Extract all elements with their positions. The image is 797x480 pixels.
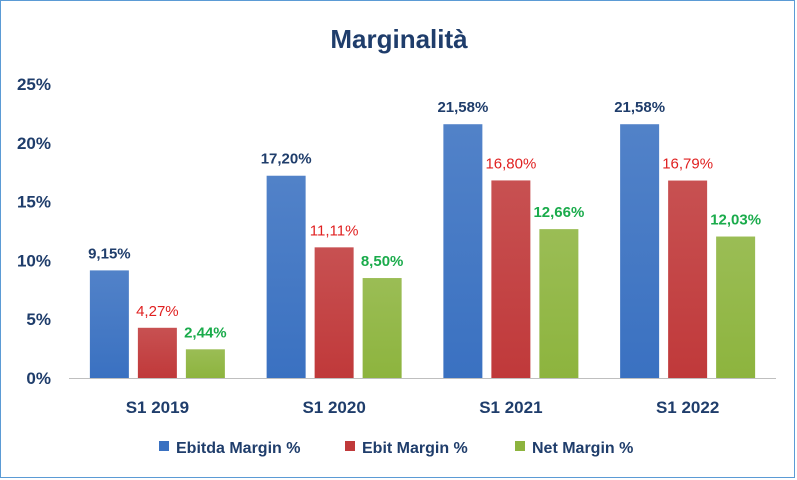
bar bbox=[314, 247, 354, 378]
legend-swatch bbox=[159, 441, 169, 451]
bar bbox=[362, 278, 402, 378]
y-axis: 0% 5% 10% 15% 20% 25% bbox=[17, 75, 51, 388]
legend-label: Ebit Margin % bbox=[362, 440, 468, 457]
chart-title: Marginalità bbox=[330, 24, 468, 54]
y-tick-label: 25% bbox=[17, 75, 51, 94]
bar bbox=[539, 229, 579, 378]
bar bbox=[620, 124, 660, 378]
data-label: 8,50% bbox=[361, 253, 404, 270]
x-tick-label: S1 2020 bbox=[302, 398, 365, 417]
y-tick-label: 20% bbox=[17, 134, 51, 153]
bar bbox=[443, 124, 483, 378]
bar bbox=[89, 270, 129, 378]
legend-swatch bbox=[515, 441, 525, 451]
bar bbox=[266, 175, 306, 378]
x-tick-label: S1 2019 bbox=[126, 398, 189, 417]
bar bbox=[668, 180, 708, 378]
data-label: 17,20% bbox=[261, 151, 312, 168]
legend-label: Ebitda Margin % bbox=[176, 440, 300, 457]
data-label: 9,15% bbox=[88, 245, 131, 262]
legend: Ebitda Margin % Ebit Margin % Net Margin % bbox=[159, 440, 633, 457]
data-label: 12,66% bbox=[533, 204, 584, 221]
y-tick-label: 10% bbox=[17, 251, 51, 270]
data-label: 4,27% bbox=[136, 303, 179, 320]
data-label: 12,03% bbox=[710, 212, 761, 229]
bar bbox=[137, 327, 177, 378]
x-axis: S1 2019 S1 2020 S1 2021 S1 2022 bbox=[69, 378, 776, 417]
data-label: 16,79% bbox=[662, 156, 713, 173]
legend-swatch bbox=[345, 441, 355, 451]
data-label: 11,11% bbox=[310, 222, 359, 239]
x-tick-label: S1 2022 bbox=[656, 398, 719, 417]
bar bbox=[185, 349, 225, 378]
data-label: 16,80% bbox=[485, 155, 536, 172]
y-tick-label: 15% bbox=[17, 193, 51, 212]
data-label: 21,58% bbox=[614, 99, 665, 116]
y-tick-label: 0% bbox=[26, 369, 51, 388]
legend-label: Net Margin % bbox=[532, 440, 633, 457]
bars-group: 9,15% 4,27% 2,44% 17,20% 11,11%8,50% 21,58% 16… bbox=[88, 99, 761, 378]
y-tick-label: 5% bbox=[26, 310, 51, 329]
x-tick-label: S1 2021 bbox=[479, 398, 542, 417]
bar bbox=[716, 236, 756, 378]
bar bbox=[491, 180, 531, 378]
data-label: 21,58% bbox=[437, 99, 488, 116]
data-label: 2,44% bbox=[184, 324, 227, 341]
